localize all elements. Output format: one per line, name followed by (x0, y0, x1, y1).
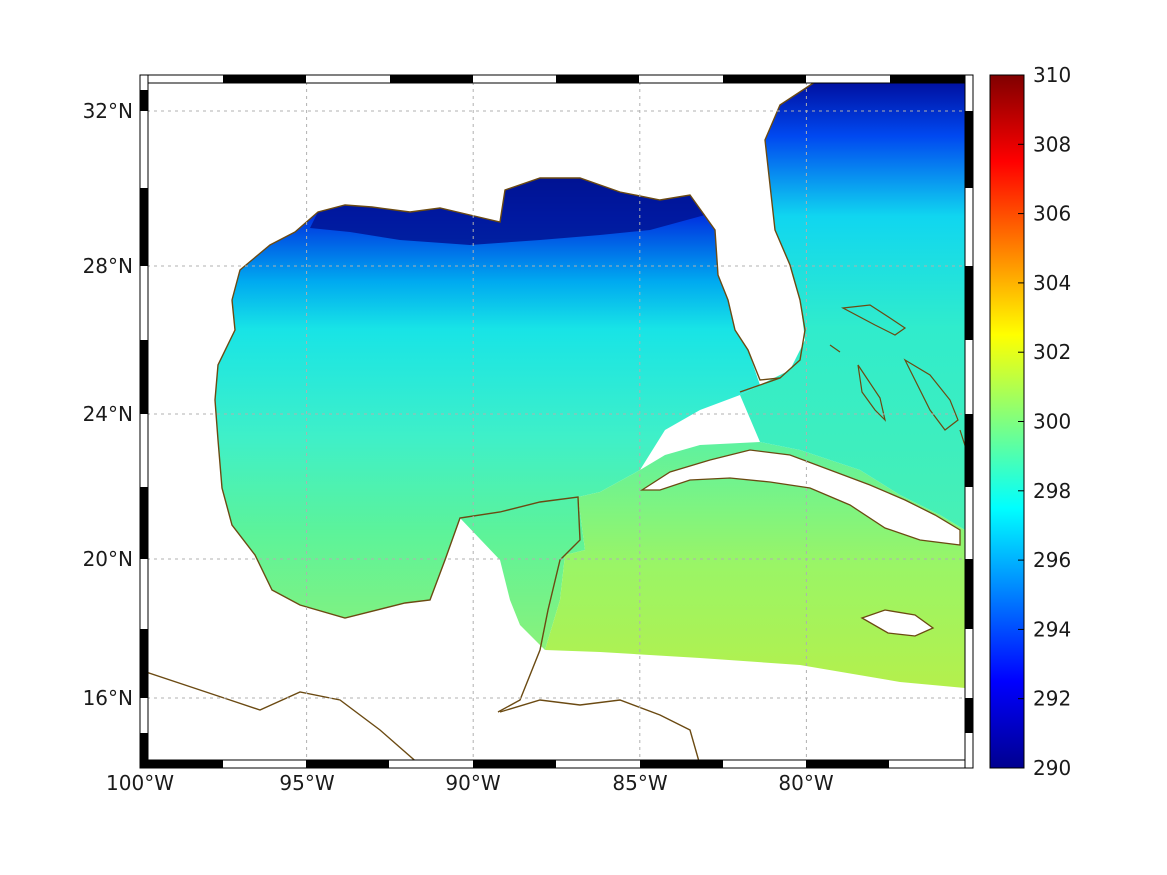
y-axis: 32°N 28°N 24°N 20°N 16°N (83, 99, 133, 710)
jamaica-land (860, 609, 935, 637)
colorbar-tick-label: 300 (1033, 410, 1071, 434)
cuba-land (639, 449, 961, 546)
graticule (140, 75, 973, 768)
y-tick-label: 24°N (83, 402, 133, 426)
colorbar-tick-label: 304 (1033, 271, 1071, 295)
y-tick-label: 28°N (83, 254, 133, 278)
colorbar-tick-label: 310 (1033, 63, 1071, 87)
y-tick-label: 20°N (83, 547, 133, 571)
colorbar-tick-label: 298 (1033, 479, 1071, 503)
x-tick-label: 95°W (279, 771, 334, 795)
colorbar-tick-labels: 310 308 306 304 302 300 298 296 294 292 … (1033, 63, 1071, 780)
map-frame (139, 74, 974, 769)
northern-gulf-cold-band (310, 178, 705, 245)
y-tick-label: 16°N (83, 686, 133, 710)
x-tick-label: 100°W (106, 771, 174, 795)
map-plot-area (140, 75, 973, 768)
colorbar-tick-label: 294 (1033, 617, 1071, 641)
x-tick-label: 80°W (778, 771, 833, 795)
bahamas-islands (829, 304, 969, 456)
x-axis: 100°W 95°W 90°W 85°W 80°W (106, 771, 834, 795)
colorbar: 310 308 306 304 302 300 298 296 294 292 … (989, 63, 1071, 780)
coastlines (140, 81, 816, 766)
colorbar-tick-label: 308 (1033, 132, 1071, 156)
colorbar-tick-label: 292 (1033, 687, 1071, 711)
x-tick-label: 85°W (612, 771, 667, 795)
y-tick-label: 32°N (83, 99, 133, 123)
x-tick-label: 90°W (445, 771, 500, 795)
colorbar-tick-label: 296 (1033, 548, 1071, 572)
gulf-of-mexico-sst (215, 178, 760, 650)
atlantic-sst (740, 82, 965, 530)
colorbar-tick-label: 306 (1033, 202, 1071, 226)
colorbar-tick-label: 290 (1033, 756, 1071, 780)
colorbar-tick-label: 302 (1033, 340, 1071, 364)
